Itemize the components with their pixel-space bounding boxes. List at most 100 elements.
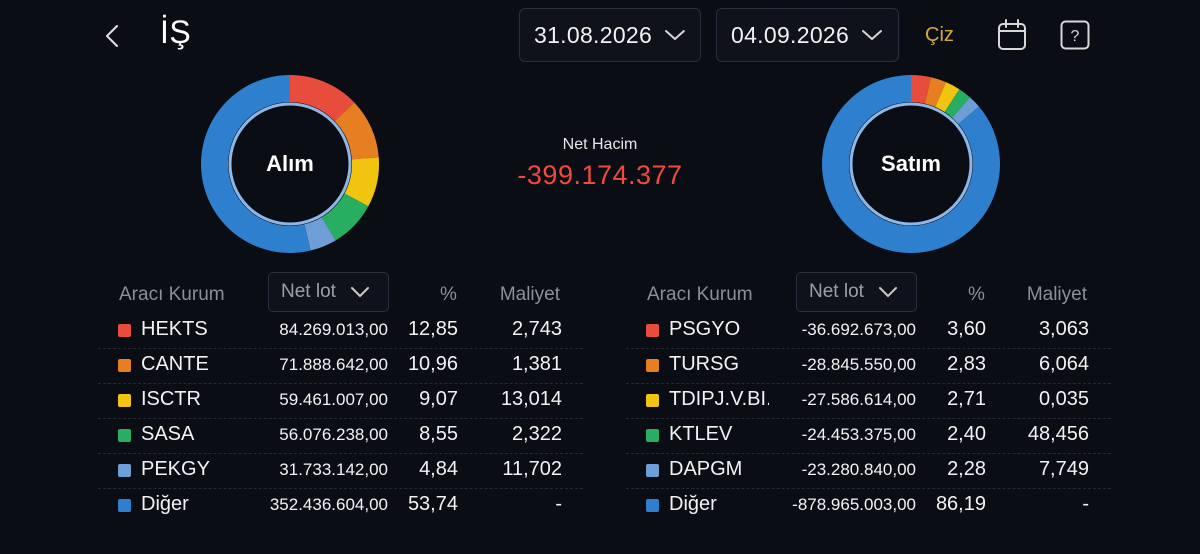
sell-row-percent: 2,28 [947,458,986,480]
page-title: İŞ [160,14,192,50]
chevron-down-icon [665,30,686,40]
sell-row-cost: - [1082,493,1089,515]
sell-donut-slice-ktlev [944,89,971,118]
buy-donut-slice-diğer [201,75,311,253]
buy-broker-header: Aracı Kurum [119,284,225,305]
start-date-select[interactable]: 31.08.2026 [519,8,701,62]
buy-net-lot-select[interactable]: Net lot [268,272,389,312]
sell-table-row[interactable]: DAPGM -23.280.840,00 2,28 7,749 [626,454,1111,489]
buy-row-color-swatch [118,324,131,337]
sell-donut-slice-psgyo [911,75,931,104]
buy-table-row[interactable]: Diğer 352.436.604,00 53,74 - [98,489,583,524]
sell-row-name: PSGYO [669,318,741,340]
buy-table-row[interactable]: SASA 56.076.238,00 8,55 2,322 [98,419,583,454]
buy-donut-label: Alım [266,151,314,176]
draw-button[interactable]: Çiz [925,24,954,46]
buy-net-lot-select-value: Net lot [281,281,336,302]
sell-row-cost: 0,035 [1038,388,1089,410]
buy-row-cost: 13,014 [500,388,562,410]
sell-row-lot: -28.845.550,00 [801,355,916,374]
svg-text:?: ? [1071,28,1080,45]
buy-row-cost: 1,381 [511,353,562,375]
buy-row-percent: 10,96 [407,353,458,375]
sell-row-lot: -27.586.614,00 [801,390,916,409]
buy-row-cost: 11,702 [502,458,562,480]
buy-row-color-swatch [118,359,131,372]
buy-row-lot: 352.436.604,00 [269,495,388,514]
sell-row-percent: 86,19 [935,493,986,515]
sell-donut-slice-diğer [822,75,1000,253]
buy-table-row[interactable]: PEKGY 31.733.142,00 4,84 11,702 [98,454,583,489]
chevron-left-icon [105,24,119,48]
help-button[interactable]: ? [1060,20,1090,55]
buy-row-percent: 9,07 [419,388,458,410]
sell-broker-header: Aracı Kurum [647,284,753,305]
sell-donut-slice-tdipj-v-bi- [935,82,960,112]
buy-row-cost: - [555,493,562,515]
sell-row-cost: 7,749 [1038,458,1089,480]
buy-row-name: ISCTR [141,388,201,410]
sell-row-percent: 2,71 [947,388,986,410]
sell-row-color-swatch [646,499,659,512]
sell-row-color-swatch [646,464,659,477]
buy-donut-slice-isctr [344,157,379,207]
buy-row-lot: 31.733.142,00 [279,460,388,479]
sell-row-lot: -36.692.673,00 [801,320,916,339]
sell-row-cost: 48,456 [1027,423,1089,445]
chevron-down-icon [878,287,897,297]
buy-row-name: PEKGY [141,458,210,480]
buy-row-color-swatch [118,499,131,512]
buy-row-color-swatch [118,464,131,477]
buy-row-percent: 8,55 [419,423,458,445]
sell-table-row[interactable]: KTLEV -24.453.375,00 2,40 48,456 [626,419,1111,454]
buy-row-lot: 71.888.642,00 [279,355,388,374]
sell-net-lot-select-value: Net lot [809,281,864,302]
chevron-down-icon [350,287,369,297]
sell-donut-chart: Satım [822,75,1000,253]
buy-row-lot: 56.076.238,00 [279,425,388,444]
sell-table-row[interactable]: Diğer -878.965.003,00 86,19 - [626,489,1111,524]
sell-row-cost: 3,063 [1038,318,1089,340]
buy-row-name: Diğer [141,493,189,515]
sell-row-name: TDIPJ.V.BI... [669,388,769,410]
net-volume-label: Net Hacim [562,136,638,153]
start-date-value: 31.08.2026 [534,21,653,48]
back-button[interactable] [100,20,126,52]
buy-row-name: SASA [141,423,195,445]
buy-row-name: HEKTS [141,318,208,340]
buy-cost-header: Maliyet [499,284,560,305]
sell-row-percent: 3,60 [947,318,986,340]
sell-table-row[interactable]: PSGYO -36.692.673,00 3,60 3,063 [626,314,1111,349]
sell-donut-slice-dapgm [952,97,979,124]
buy-donut-inner-ring [228,102,352,226]
calendar-button[interactable] [996,18,1028,57]
buy-donut-slice-sasa [321,193,369,241]
buy-row-lot: 59.461.007,00 [279,390,388,409]
sell-row-color-swatch [646,359,659,372]
buy-donut-slice-hekts [290,75,355,122]
sell-table-row[interactable]: TURSG -28.845.550,00 2,83 6,064 [626,349,1111,384]
buy-row-percent: 12,85 [407,318,458,340]
buy-donut-slice-cante [334,102,379,160]
sell-row-cost: 6,064 [1038,353,1089,375]
sell-net-lot-select[interactable]: Net lot [796,272,917,312]
sell-row-color-swatch [646,324,659,337]
buy-percent-header: % [440,284,457,305]
calendar-icon [998,19,1026,50]
sell-donut-slice-tursg [924,77,946,107]
buy-row-color-swatch [118,429,131,442]
sell-cost-header: Maliyet [1026,284,1087,305]
sell-row-color-swatch [646,429,659,442]
sell-table-row[interactable]: TDIPJ.V.BI... -27.586.614,00 2,71 0,035 [626,384,1111,419]
sell-percent-header: % [968,284,985,305]
buy-table-row[interactable]: HEKTS 84.269.013,00 12,85 2,743 [98,314,583,349]
buy-row-color-swatch [118,394,131,407]
sell-row-lot: -878.965.003,00 [792,495,916,514]
buy-row-percent: 4,84 [419,458,458,480]
end-date-select[interactable]: 04.09.2026 [716,8,899,62]
buy-table-row[interactable]: CANTE 71.888.642,00 10,96 1,381 [98,349,583,384]
sell-row-name: DAPGM [669,458,743,480]
buy-donut-chart: Alım [201,75,379,253]
sell-donut-inner-ring [849,102,973,226]
buy-table-row[interactable]: ISCTR 59.461.007,00 9,07 13,014 [98,384,583,419]
